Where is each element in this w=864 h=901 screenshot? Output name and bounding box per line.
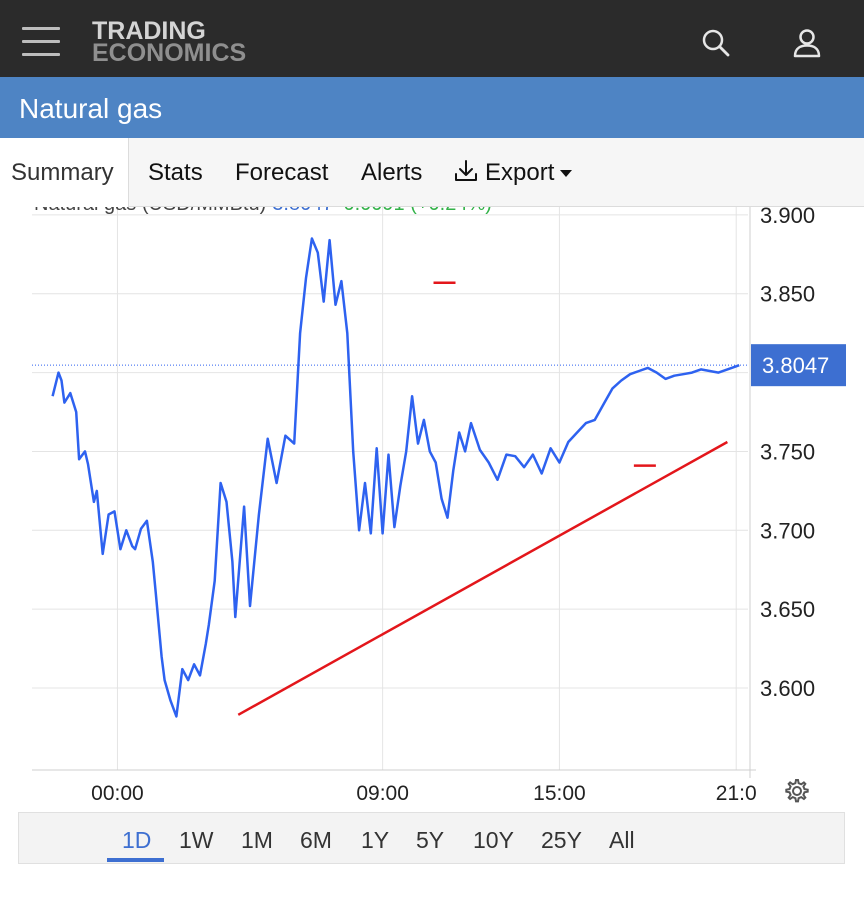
logo-line1: TRADING: [92, 17, 206, 45]
price-series-line: [51, 237, 740, 718]
range-all[interactable]: All: [609, 827, 635, 853]
trendline: [237, 440, 728, 716]
range-selector: 1D 1W 1M 6M 1Y 5Y 10Y 25Y All: [18, 812, 845, 864]
y-axis-labels: 3.900 3.850 3.750 3.700 3.650 3.600: [760, 207, 815, 701]
range-5y[interactable]: 5Y: [416, 827, 445, 853]
y-tick-label: 3.700: [760, 518, 815, 543]
last-price-badge: [751, 344, 846, 387]
download-icon: [455, 160, 477, 181]
tab-label: Export: [485, 159, 555, 186]
y-tick-label: 3.750: [760, 439, 815, 464]
last-price-label: 3.8047: [762, 353, 829, 378]
tab-bar: Summary Stats Forecast Alerts Export: [0, 138, 864, 207]
tab-stats[interactable]: Stats: [148, 138, 203, 207]
tab-forecast[interactable]: Forecast: [235, 138, 328, 207]
series-layer: [51, 237, 740, 718]
chart-legend: Natural gas (USD/MMBtu) 3.8047 0.0091 (+0.…: [34, 207, 492, 216]
y-tick-label: 3.900: [760, 207, 815, 228]
trendline-layer: [237, 281, 728, 716]
x-tick-label: 00:00: [91, 782, 144, 805]
logo[interactable]: TRADING ECONOMICS: [92, 19, 246, 66]
x-axis-labels: 00:00 09:00 15:00 21:0: [91, 782, 756, 805]
range-1m[interactable]: 1M: [241, 827, 273, 853]
tab-label: Alerts: [361, 159, 423, 186]
tab-summary[interactable]: Summary: [0, 138, 129, 207]
tab-label: Stats: [148, 159, 203, 186]
range-25y[interactable]: 25Y: [541, 827, 582, 853]
search-icon[interactable]: [700, 27, 732, 59]
range-1w[interactable]: 1W: [179, 827, 214, 853]
chart-area[interactable]: Natural gas (USD/MMBtu) 3.8047 0.0091 (+0.…: [0, 207, 864, 812]
page-title: Natural gas: [19, 93, 163, 124]
tab-label: Forecast: [235, 159, 329, 186]
active-range-indicator: [107, 858, 164, 862]
y-tick-label: 3.850: [760, 282, 815, 307]
legend-change: 0.0091 (+0.24%): [343, 207, 491, 215]
chart-grid: [32, 207, 756, 778]
tab-alerts[interactable]: Alerts: [361, 138, 422, 207]
top-header: TRADING ECONOMICS: [0, 0, 864, 77]
price-chart[interactable]: 3.900 3.850 3.750 3.700 3.650 3.600 00:00 09:0…: [0, 207, 864, 812]
user-icon[interactable]: [791, 27, 823, 59]
range-10y[interactable]: 10Y: [473, 827, 514, 853]
range-1d[interactable]: 1D: [122, 827, 152, 853]
x-tick-label: 15:00: [533, 782, 586, 805]
range-1y[interactable]: 1Y: [361, 827, 390, 853]
menu-icon[interactable]: [22, 27, 60, 57]
tab-export[interactable]: Export: [453, 138, 573, 207]
legend-price: 3.8047: [272, 207, 333, 215]
y-tick-label: 3.650: [760, 597, 815, 622]
x-tick-label: 09:00: [356, 782, 409, 805]
y-tick-label: 3.600: [760, 676, 815, 701]
last-price-layer: 3.8047: [32, 344, 846, 387]
chevron-down-icon: [560, 170, 573, 178]
legend-series-name: Natural gas (USD/MMBtu): [34, 207, 266, 215]
logo-line2: ECONOMICS: [92, 39, 247, 67]
page-title-bar: Natural gas: [0, 77, 864, 138]
range-6m[interactable]: 6M: [300, 827, 332, 853]
gear-icon[interactable]: [783, 777, 811, 805]
tab-label: Summary: [11, 159, 114, 186]
x-tick-label: 21:0: [716, 782, 757, 805]
